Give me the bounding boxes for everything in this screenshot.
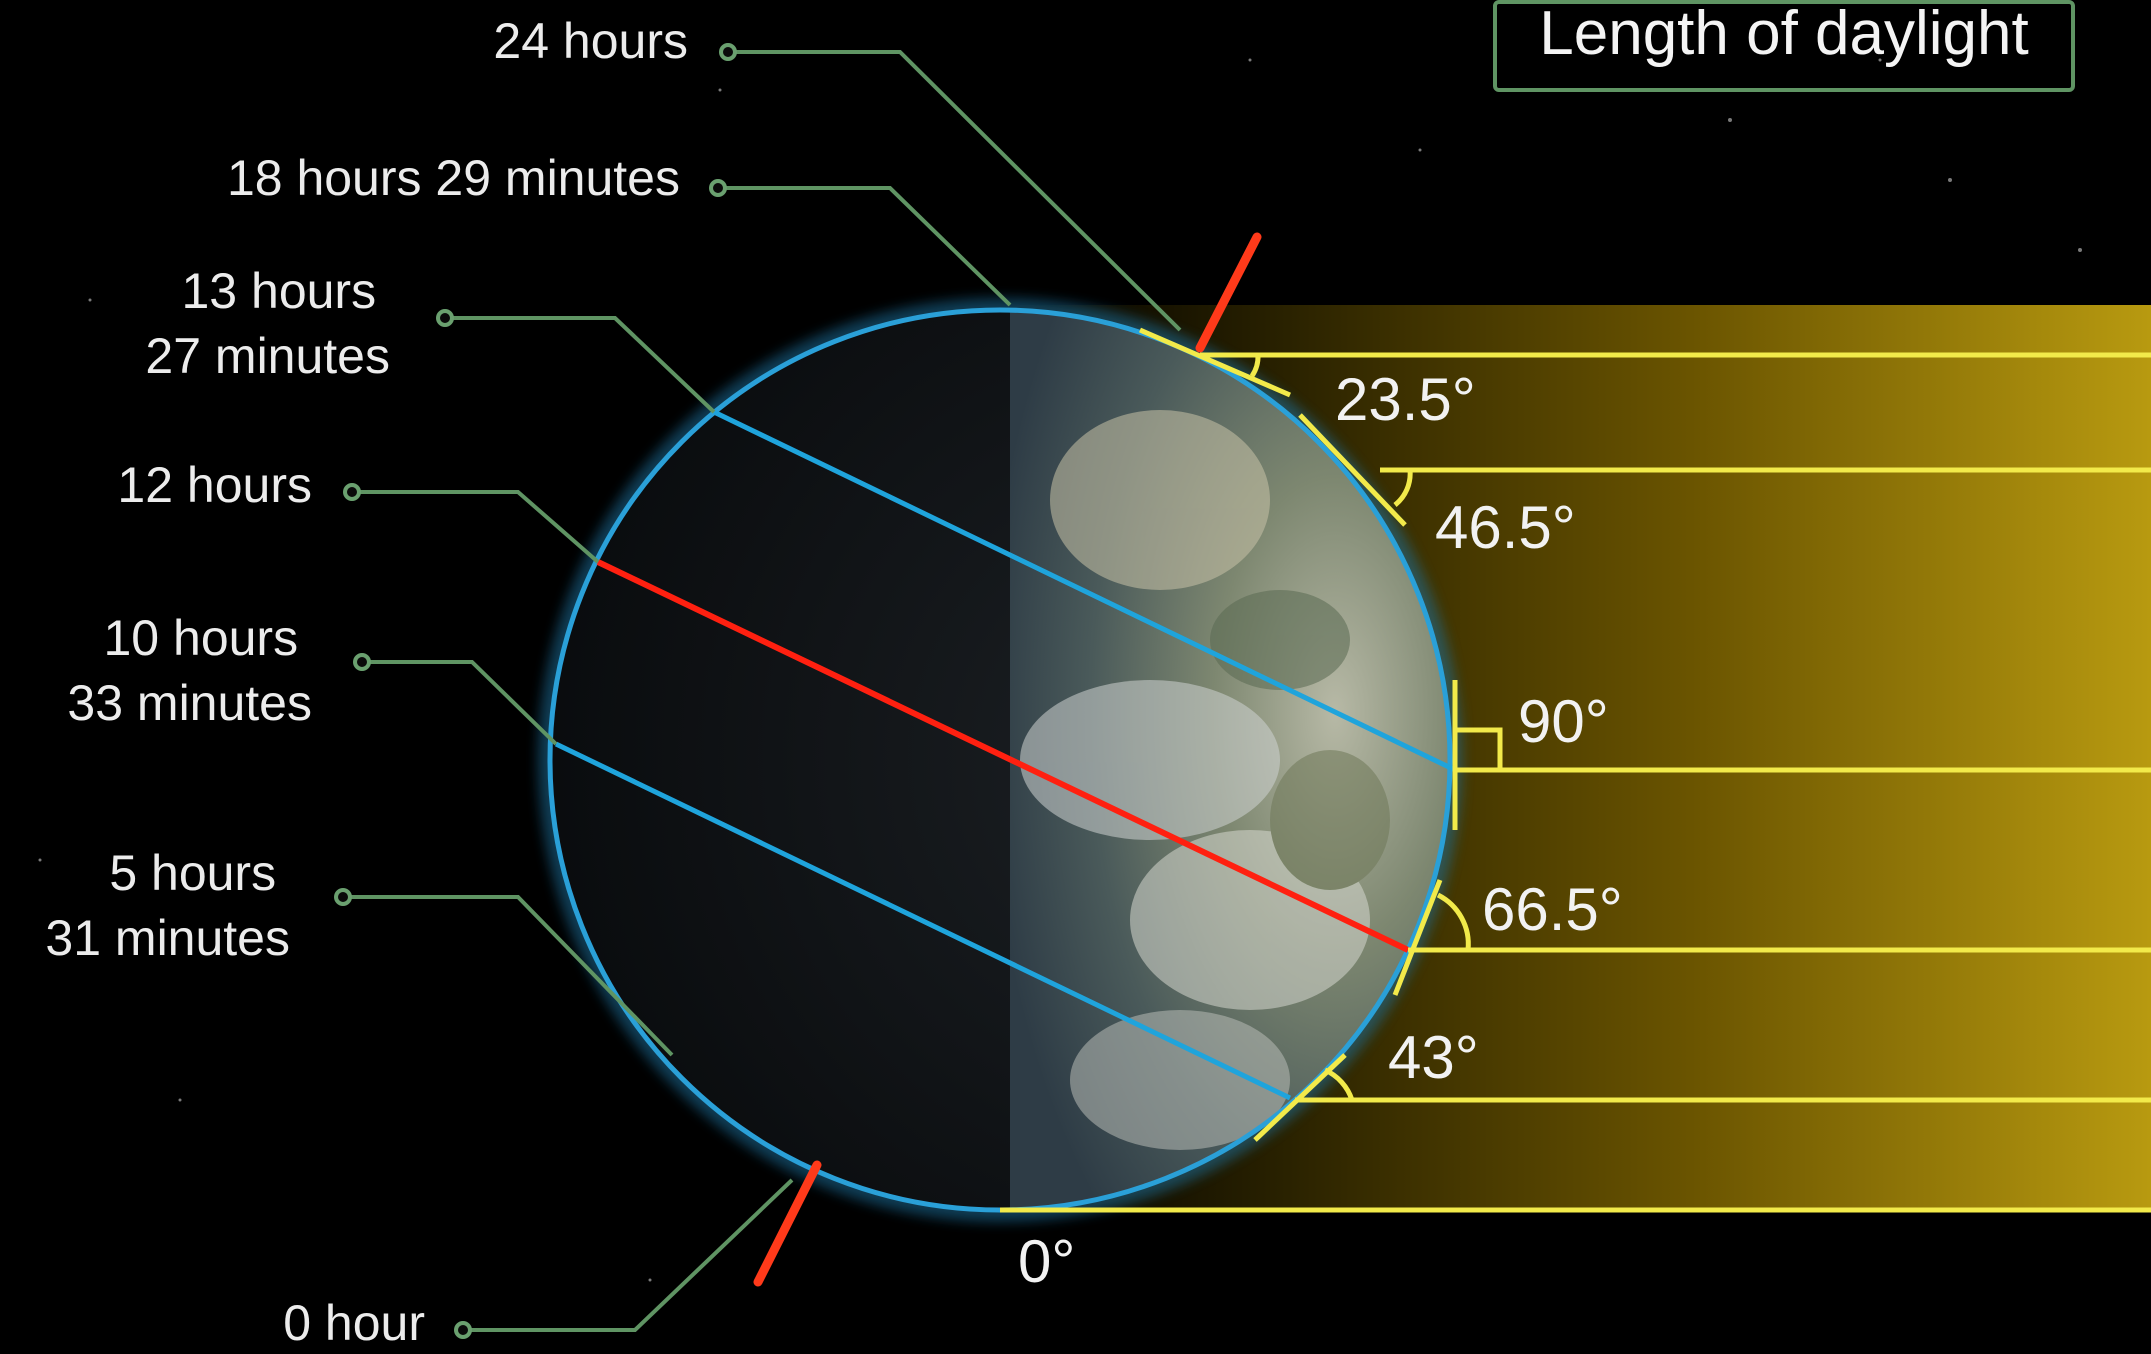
latitude-line-south	[554, 741, 1292, 1101]
daylight-label-24h: 24 hours	[493, 13, 688, 69]
earth-axis	[753, 232, 1262, 1287]
title: Length of daylight	[1539, 0, 2029, 68]
daylight-label-5h31m: 5 hours 31 minutes	[45, 845, 290, 966]
sun-rays	[1000, 352, 2151, 1213]
angle-label-43: 43°	[1388, 1024, 1479, 1091]
angle-marks	[1139, 327, 1503, 1142]
daylight-label-0h: 0 hour	[283, 1295, 425, 1351]
latitude-lines	[554, 409, 1457, 1101]
leader-dots	[334, 43, 737, 1339]
angle-label-0: 0°	[1018, 1228, 1075, 1295]
daylight-label-13h27m: 13 hours 27 minutes	[145, 263, 390, 384]
daylight-label-10h33m: 10 hours 33 minutes	[67, 610, 312, 731]
angle-label-23-5: 23.5°	[1335, 366, 1476, 433]
angle-label-90: 90°	[1518, 688, 1609, 755]
angle-label-46-5: 46.5°	[1435, 494, 1576, 561]
latitude-line-north	[712, 409, 1457, 773]
leader-lines	[343, 50, 1182, 1332]
angle-label-66-5: 66.5°	[1482, 876, 1623, 943]
star-field	[38, 58, 2082, 1282]
title-box	[1493, 0, 2075, 92]
equator-line	[596, 559, 1410, 953]
daylight-label-18h29m: 18 hours 29 minutes	[227, 150, 680, 206]
daylight-label-12h: 12 hours	[117, 457, 312, 513]
